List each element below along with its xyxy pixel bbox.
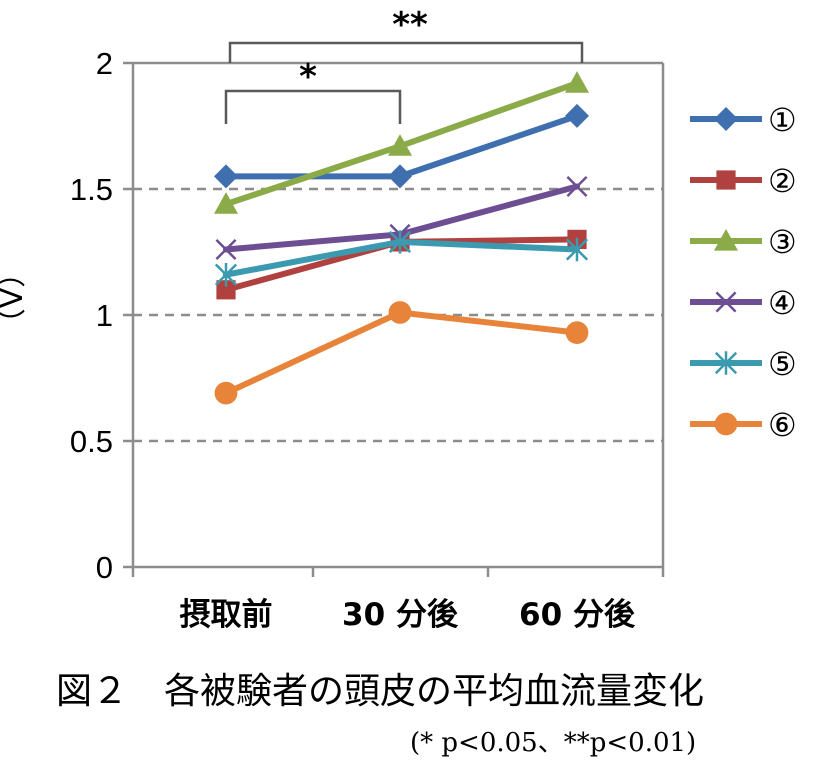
data-point-asterisk: [565, 237, 589, 262]
significance-label: *: [299, 57, 317, 97]
data-point-circle: [565, 321, 589, 345]
data-point-circle: [388, 301, 412, 324]
axes: [123, 61, 665, 577]
series-lines: [214, 71, 589, 405]
data-point-triangle: [565, 71, 589, 93]
series-line: [223, 309, 580, 397]
data-point-square: [216, 280, 236, 300]
series-3: [214, 71, 589, 214]
data-point-asterisk: [388, 230, 412, 254]
legend: ① ② ③ ④ ⑤ ⑥: [690, 101, 797, 444]
y-tick-label: 0: [96, 550, 113, 585]
significance-note: (* p<0.05、**p<0.01): [410, 728, 697, 758]
y-axis-label: （V）: [0, 258, 30, 339]
y-tick-label: 0.5: [70, 424, 113, 459]
significance-bracket: [224, 89, 402, 124]
data-point-asterisk: [714, 351, 738, 375]
data-point-x: [215, 238, 237, 260]
data-point-diamond: [388, 164, 412, 189]
x-category-label: 60 分後: [519, 597, 636, 633]
x-category-labels: 摂取前 30 分後 60 分後: [180, 597, 636, 633]
data-point-x: [566, 175, 588, 197]
legend-item: ②: [690, 162, 797, 200]
y-tick-label: 2: [96, 46, 113, 81]
data-point-circle: [714, 412, 738, 436]
data-point-circle: [214, 381, 238, 405]
y-tick-label: 1: [96, 298, 113, 333]
significance-brackets: ***: [224, 5, 584, 124]
data-point-diamond: [565, 103, 589, 128]
legend-label: ⑥: [768, 406, 797, 444]
legend-item: ③: [690, 223, 797, 261]
legend-label: ④: [768, 284, 797, 322]
legend-item: ①: [690, 101, 797, 139]
legend-label: ⑤: [768, 345, 797, 383]
data-point-diamond: [714, 107, 738, 131]
legend-label: ③: [768, 223, 797, 261]
legend-item: ⑤: [690, 345, 797, 383]
data-point-triangle: [214, 192, 238, 214]
series-1: [214, 103, 589, 189]
legend-label: ①: [768, 101, 797, 139]
significance-label: **: [392, 5, 428, 45]
figure-caption: 図２ 各被験者の頭皮の平均血流量変化: [56, 671, 705, 712]
data-point-diamond: [214, 164, 238, 189]
y-tick-label: 1.5: [70, 172, 113, 207]
data-point-square: [716, 170, 736, 190]
y-tick-labels: 0 0.5 1 1.5 2: [70, 46, 113, 585]
data-point-triangle: [388, 134, 412, 156]
legend-label: ②: [768, 162, 797, 200]
data-point-asterisk: [214, 262, 238, 287]
legend-item: ④: [690, 284, 797, 322]
legend-item: ⑥: [690, 406, 797, 444]
data-point-x: [715, 291, 737, 313]
series-6: [214, 301, 589, 405]
data-point-triangle: [714, 229, 738, 251]
significance-bracket: [228, 41, 584, 63]
x-category-label: 30 分後: [342, 597, 459, 633]
series-5: [214, 230, 589, 287]
x-category-label: 摂取前: [180, 597, 273, 633]
